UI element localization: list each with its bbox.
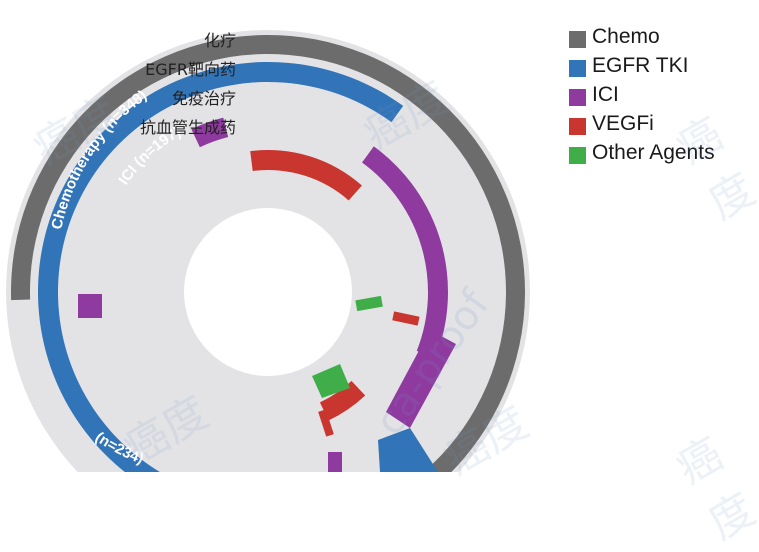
ring-segment-vegfi-0 (319, 380, 366, 421)
mark-ici-lower (386, 330, 456, 428)
legend-en-chemo: Chemo (592, 25, 660, 48)
mark-ici-left (78, 294, 102, 318)
legend-swatch-egfr (569, 60, 586, 77)
mark-ici-bottom (328, 452, 342, 472)
mark-other-agents-2 (312, 364, 350, 398)
mark-vegfi-small-1 (392, 311, 420, 326)
mark-vegfi-small-2 (318, 409, 334, 437)
ring-segment-ici-1 (191, 117, 229, 148)
legend-swatch-ici (569, 89, 586, 106)
ring-segment-egfr-tki-0 (38, 62, 404, 472)
chart-center-hole (184, 208, 352, 376)
ring-segment-chemotherapy-0 (11, 35, 525, 472)
legend-swatch-vegfi (569, 118, 586, 135)
mark-other-agents-1 (355, 295, 383, 312)
radial-treatment-chart: Chemotherapy (n=348) ICI (n=197) (n=234) (6, 30, 530, 472)
legend-en-egfr: EGFR TKI (592, 54, 689, 77)
ring-segment-vegfi-1 (250, 150, 362, 201)
legend-swatch-other (569, 147, 586, 164)
legend-swatch-chemo (569, 31, 586, 48)
legend-cn-egfr: EGFR靶向药 (145, 60, 236, 79)
legend-en-ici: ICI (592, 83, 619, 106)
legend-en-other: Other Agents (592, 141, 715, 164)
legend-en-vegfi: VEGFi (592, 112, 654, 135)
legend-cn-chemo: 化疗 (203, 31, 236, 50)
mark-egfr-lower (378, 428, 438, 472)
legend-cn-ici: 免疫治疗 (171, 89, 236, 108)
legend-cn-vegfi: 抗血管生成药 (139, 118, 236, 137)
